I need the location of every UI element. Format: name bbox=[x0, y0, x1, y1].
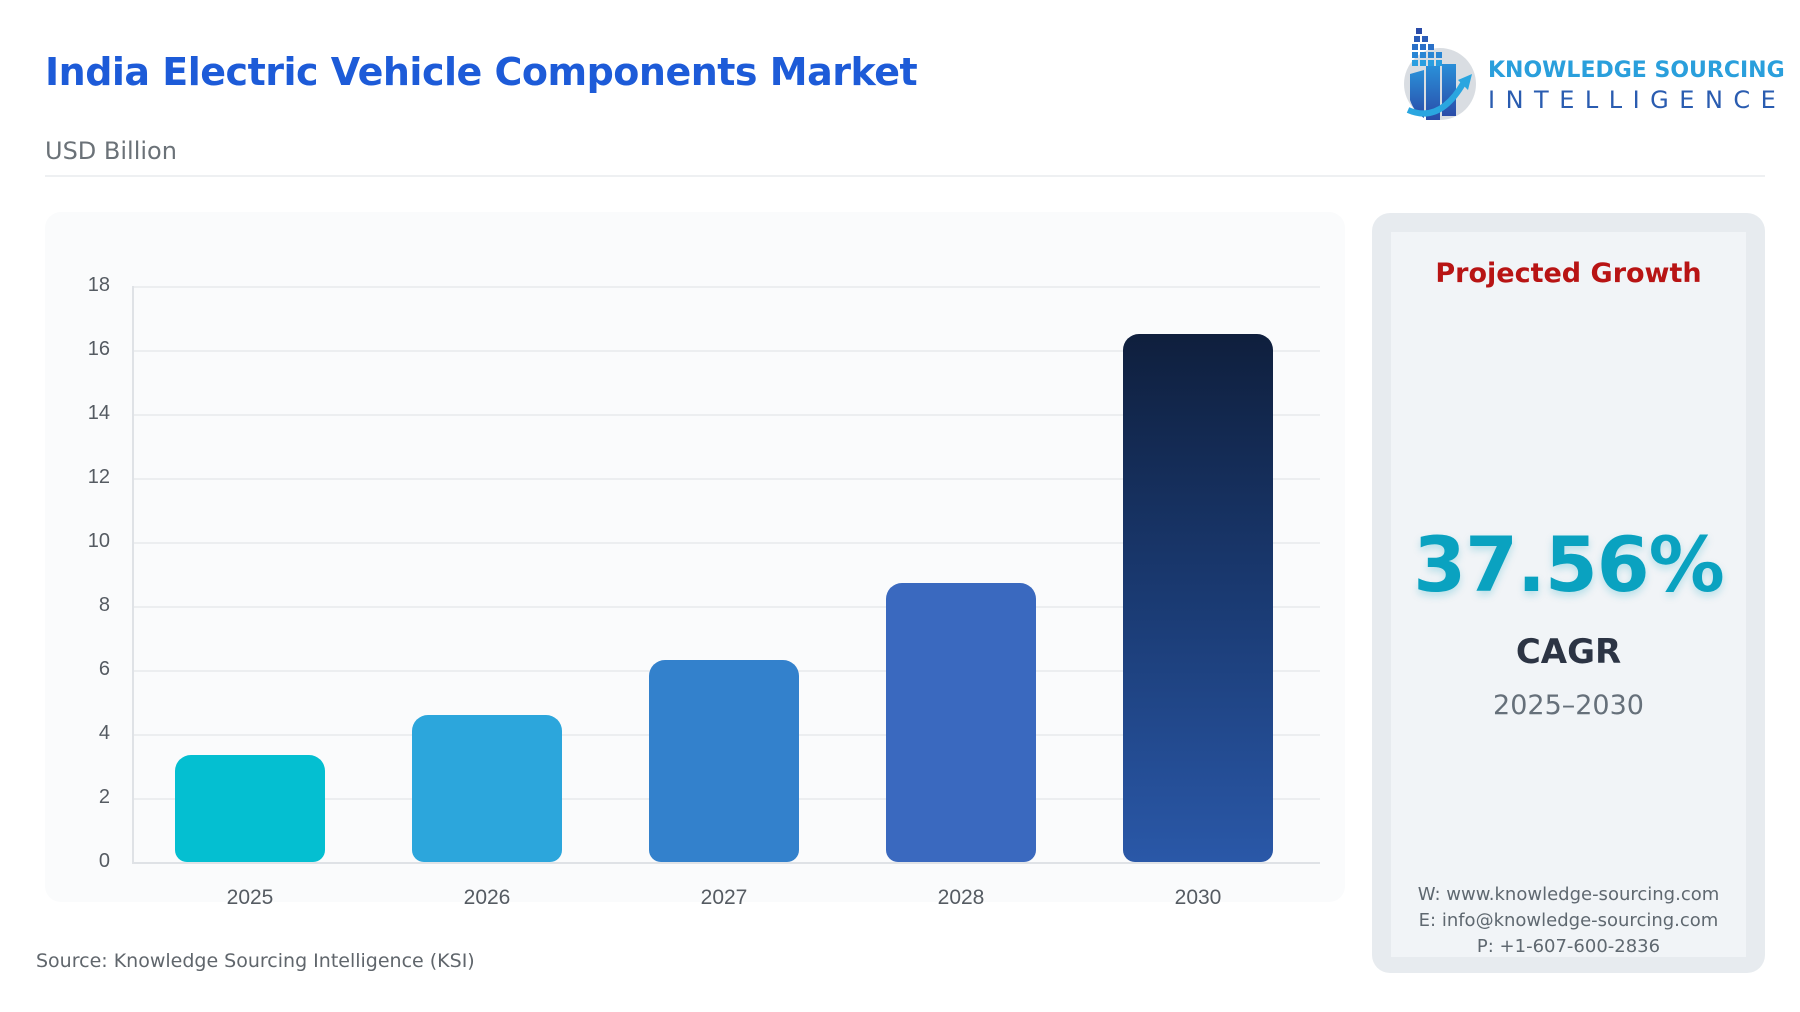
x-tick-label: 2027 bbox=[700, 886, 748, 909]
y-tick-label: 2 bbox=[98, 786, 110, 808]
x-tick-label: 2026 bbox=[463, 886, 511, 909]
y-tick-label: 6 bbox=[98, 658, 110, 680]
y-tick-label: 8 bbox=[98, 594, 110, 616]
bar-2028[interactable] bbox=[886, 582, 1036, 862]
x-axis-line bbox=[132, 862, 1320, 864]
gridline bbox=[132, 286, 1320, 288]
cagr-period: 2025–2030 bbox=[1493, 690, 1644, 721]
contact-phone: P: +1-607-600-2836 bbox=[1476, 936, 1661, 957]
logo-text-line1: KNOWLEDGE SOURCING bbox=[1488, 58, 1785, 83]
growth-heading: Projected Growth bbox=[1435, 258, 1702, 289]
gridline bbox=[132, 606, 1320, 608]
y-tick-label: 16 bbox=[87, 338, 110, 360]
x-tick-label: 2025 bbox=[226, 886, 274, 909]
y-tick-label: 0 bbox=[98, 850, 110, 872]
bar-chart-arrow-globe-icon bbox=[1404, 28, 1476, 120]
gridline bbox=[132, 350, 1320, 352]
contact-web[interactable]: W: www.knowledge-sourcing.com bbox=[1417, 884, 1720, 905]
growth-panel-inner bbox=[1391, 232, 1746, 957]
source-note: Source: Knowledge Sourcing Intelligence … bbox=[36, 950, 475, 972]
y-tick-label: 12 bbox=[87, 466, 110, 488]
y-axis-line bbox=[132, 286, 134, 863]
y-tick-label: 18 bbox=[87, 274, 110, 296]
bar-2025[interactable] bbox=[175, 754, 325, 862]
bar-2027[interactable] bbox=[649, 659, 799, 862]
cagr-label: CAGR bbox=[1515, 632, 1622, 672]
bar-2030[interactable] bbox=[1123, 334, 1273, 862]
gridline bbox=[132, 542, 1320, 544]
x-tick-label: 2028 bbox=[937, 886, 985, 909]
y-tick-label: 14 bbox=[87, 402, 110, 424]
plot-area bbox=[132, 286, 1320, 862]
page-title: India Electric Vehicle Components Market bbox=[45, 50, 918, 94]
logo-text-line2: INTELLIGENCE bbox=[1488, 86, 1787, 114]
contact-email[interactable]: E: info@knowledge-sourcing.com bbox=[1418, 910, 1719, 931]
cagr-value: 37.56% bbox=[1413, 520, 1725, 609]
gridline bbox=[132, 478, 1320, 480]
unit-subtitle: USD Billion bbox=[45, 137, 177, 165]
gridline bbox=[132, 414, 1320, 416]
y-tick-label: 10 bbox=[87, 530, 110, 552]
company-logo: KNOWLEDGE SOURCING INTELLIGENCE bbox=[1400, 24, 1785, 124]
bar-2026[interactable] bbox=[412, 715, 562, 862]
x-tick-label: 2030 bbox=[1174, 886, 1222, 909]
header-divider bbox=[45, 175, 1765, 177]
y-tick-label: 4 bbox=[98, 722, 110, 744]
